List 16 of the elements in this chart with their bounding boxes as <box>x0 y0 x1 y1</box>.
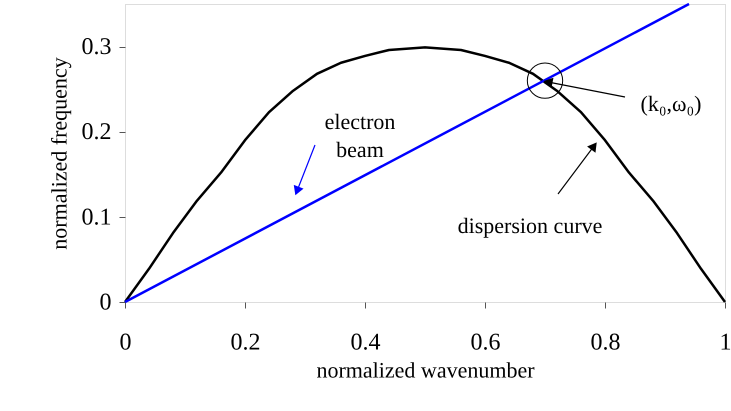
line-series <box>124 46 726 304</box>
y-tick-label: 0.1 <box>82 204 112 230</box>
y-tick-label: 0.2 <box>82 119 112 146</box>
x-tick-label: 0.4 <box>350 330 380 356</box>
y-tick-label: 0 <box>100 290 112 316</box>
x-tick-label: 0.6 <box>470 330 500 356</box>
y-tick-label: 0.3 <box>82 34 112 60</box>
annotation: electron beam <box>324 109 396 162</box>
annotation: dispersion curve <box>458 213 602 238</box>
annotation: (k₀,ω₀) <box>640 91 702 116</box>
x-tick-label: 0.2 <box>230 330 260 356</box>
x-tick-label: 1 <box>720 330 731 356</box>
y-axis-title: normalized frequency <box>46 57 72 250</box>
x-axis-title: normalized wavenumber <box>316 358 536 382</box>
x-tick-label: 0.8 <box>590 330 620 356</box>
x-tick-label: 0 <box>120 330 132 356</box>
